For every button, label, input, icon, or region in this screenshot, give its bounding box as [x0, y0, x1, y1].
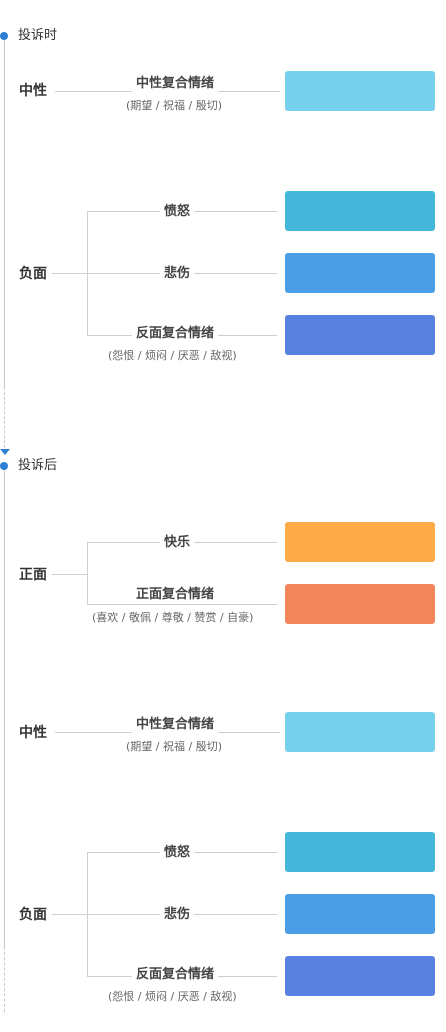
- category-label-neutral: 中性: [19, 725, 47, 741]
- emotion-label: 悲伤: [160, 906, 195, 924]
- phase-marker-dot: [0, 32, 8, 40]
- emotion-color-swatch: [285, 315, 435, 355]
- connector-line: [87, 604, 277, 605]
- timeline-line: [4, 40, 5, 390]
- emotion-label: 反面复合情绪: [132, 966, 219, 984]
- bracket-line: [87, 542, 88, 604]
- emotion-label: 反面复合情绪: [132, 325, 219, 343]
- timeline-line-dashed: [4, 952, 5, 1012]
- timeline-line-dashed: [4, 392, 5, 448]
- phase-title: 投诉后: [18, 458, 58, 473]
- connector-line: [52, 914, 87, 915]
- connector-line: [52, 273, 87, 274]
- emotion-sub-label: (期望 / 祝福 / 殷切): [126, 99, 222, 112]
- phase-marker-dot: [0, 462, 8, 470]
- emotion-label: 正面复合情绪: [132, 586, 219, 604]
- emotion-color-swatch: [285, 832, 435, 872]
- phase-title: 投诉时: [18, 28, 58, 43]
- emotion-label: 愤怒: [160, 203, 195, 221]
- emotion-color-swatch: [285, 584, 435, 624]
- emotion-sub-label: (喜欢 / 敬佩 / 尊敬 / 赞赏 / 自豪): [92, 611, 254, 624]
- emotion-sub-label: (期望 / 祝福 / 殷切): [126, 740, 222, 753]
- emotion-sub-label: (怨恨 / 烦闷 / 厌恶 / 敌视): [108, 990, 237, 1003]
- emotion-label: 中性复合情绪: [132, 75, 219, 93]
- emotion-sub-label: (怨恨 / 烦闷 / 厌恶 / 敌视): [108, 349, 237, 362]
- emotion-label: 快乐: [160, 534, 195, 552]
- emotion-color-swatch: [285, 71, 435, 111]
- emotion-color-swatch: [285, 712, 435, 752]
- emotion-color-swatch: [285, 522, 435, 562]
- emotion-color-swatch: [285, 956, 435, 996]
- emotion-color-swatch: [285, 253, 435, 293]
- phase-arrow-icon: [0, 449, 10, 455]
- timeline-line: [4, 470, 5, 950]
- category-label-negative: 负面: [19, 266, 47, 282]
- category-label-positive: 正面: [19, 567, 47, 583]
- emotion-label: 愤怒: [160, 844, 195, 862]
- emotion-color-swatch: [285, 191, 435, 231]
- category-label-negative: 负面: [19, 907, 47, 923]
- emotion-color-swatch: [285, 894, 435, 934]
- category-label-neutral: 中性: [19, 83, 47, 99]
- emotion-label: 中性复合情绪: [132, 716, 219, 734]
- connector-line: [52, 574, 87, 575]
- emotion-label: 悲伤: [160, 265, 195, 283]
